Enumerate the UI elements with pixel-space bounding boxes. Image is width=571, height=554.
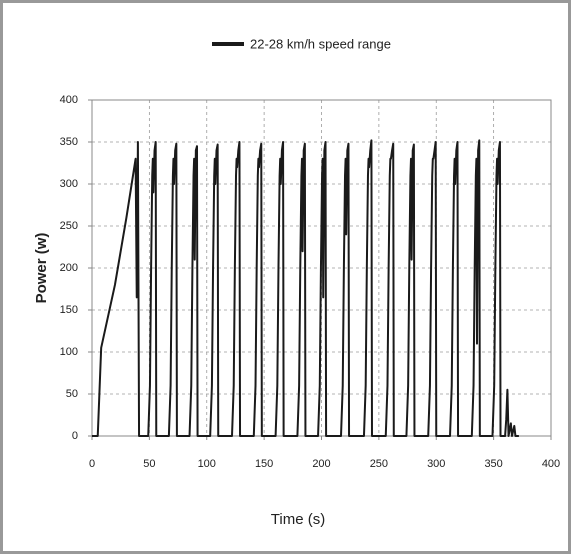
y-axis-label: Power (w) — [33, 233, 50, 304]
y-tick-label: 250 — [60, 220, 78, 232]
x-tick-label: 50 — [143, 458, 155, 470]
x-axis-label: Time (s) — [271, 511, 325, 528]
x-tick-label: 300 — [427, 458, 445, 470]
x-tick-label: 250 — [370, 458, 388, 470]
y-tick-label: 0 — [72, 430, 78, 442]
x-tick-label: 0 — [89, 458, 95, 470]
x-tick-label: 200 — [312, 458, 330, 470]
x-tick-label: 150 — [255, 458, 273, 470]
y-tick-label: 50 — [66, 388, 78, 400]
data-line — [92, 139, 519, 437]
y-tick-label: 300 — [60, 178, 78, 190]
x-tick-label: 350 — [484, 458, 502, 470]
y-tick-label: 350 — [60, 136, 78, 148]
legend-label: 22-28 km/h speed range — [250, 36, 391, 51]
x-tick-label: 100 — [198, 458, 216, 470]
y-tick-label: 150 — [60, 304, 78, 316]
y-tick-label: 100 — [60, 346, 78, 358]
y-tick-label: 400 — [60, 94, 78, 106]
x-tick-label: 400 — [542, 458, 560, 470]
y-tick-label: 200 — [60, 262, 78, 274]
